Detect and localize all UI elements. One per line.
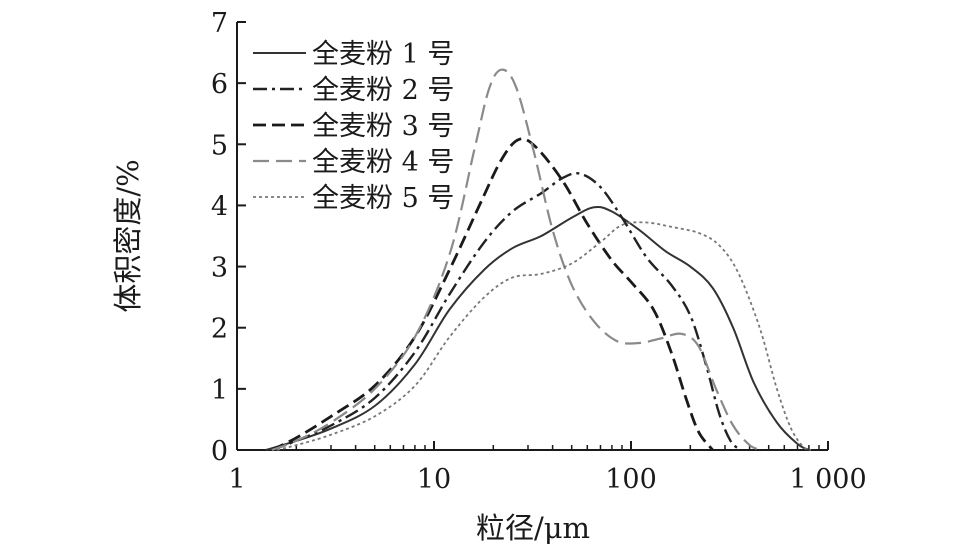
series-line-1 bbox=[265, 205, 810, 451]
y-tick-label: 5 bbox=[211, 130, 228, 161]
series-line-5 bbox=[276, 221, 812, 451]
y-tick-label: 1 bbox=[211, 375, 228, 406]
legend-label-3: 全麦粉 3 号 bbox=[312, 111, 454, 142]
y-tick-label: 7 bbox=[211, 8, 228, 39]
y-tick-label: 4 bbox=[211, 191, 228, 222]
legend-label-1: 全麦粉 1 号 bbox=[312, 39, 454, 70]
legend-label-5: 全麦粉 5 号 bbox=[312, 183, 454, 214]
y-tick-label: 2 bbox=[211, 314, 228, 345]
y-tick-label: 6 bbox=[211, 69, 228, 100]
x-tick-label: 10 bbox=[417, 464, 451, 495]
legend-label-4: 全麦粉 4 号 bbox=[312, 147, 454, 178]
y-tick-label: 3 bbox=[211, 253, 228, 284]
x-tick-label: 100 bbox=[605, 464, 657, 495]
x-tick-label: 1 bbox=[228, 464, 245, 495]
y-axis-title: 体积密度/% bbox=[111, 159, 145, 312]
x-axis-title: 粒径/μm bbox=[476, 511, 590, 545]
series-line-3 bbox=[271, 137, 714, 452]
legend-label-2: 全麦粉 2 号 bbox=[312, 75, 454, 106]
y-tick-label: 0 bbox=[211, 436, 228, 467]
series-layer bbox=[265, 68, 812, 452]
series-line-4 bbox=[271, 68, 763, 452]
x-tick-label: 1 000 bbox=[789, 464, 866, 495]
